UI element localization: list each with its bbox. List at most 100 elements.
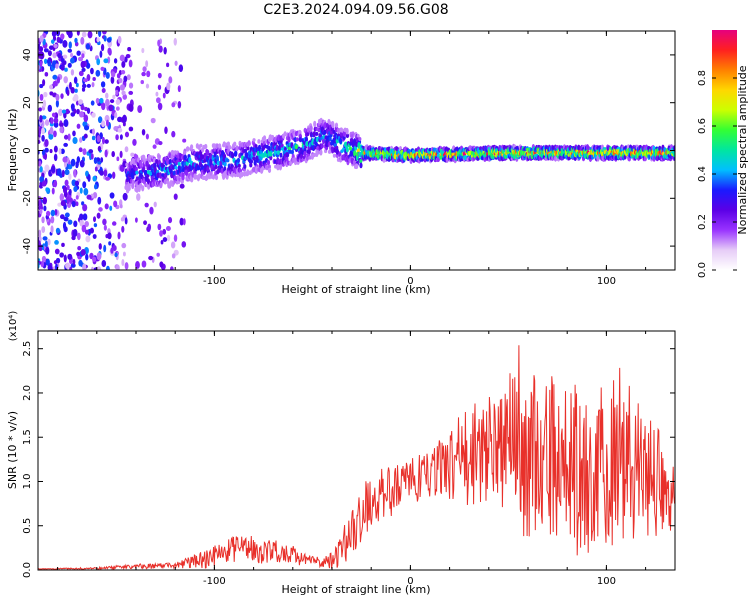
spectrogram-cell [82,181,87,189]
spectrogram-cell [93,223,98,228]
spectrogram-cell [144,175,148,181]
spectrogram-cell [39,60,43,67]
spectrogram-cell [59,214,65,220]
spectrogram-cell [80,104,85,111]
spectrogram-cell [41,255,47,263]
snr-x-tick-label: -100 [203,576,226,587]
spectrogram-cell [73,169,77,178]
spectrogram-cell [112,171,116,179]
spectrogram-cell [124,146,129,153]
spectrogram-cell [53,121,59,128]
spectrogram-cell [328,136,332,142]
spectrogram-cell [215,155,219,162]
spectrogram-cell [334,122,339,128]
spectrogram-cell [55,93,60,101]
spectrogram-cell [112,94,116,100]
spectrogram-cell [90,67,94,75]
spectrogram-cell [148,255,154,261]
spectrogram-cell [64,179,69,187]
spectrogram-cell [44,153,47,160]
spectrogram-cell [168,217,173,224]
spectrogram-cell [107,232,112,240]
spectrogram-cell [358,136,362,142]
spectrogram-cell [119,54,125,62]
spectrogram-cell [159,182,163,189]
spectrogram-cell [103,244,107,253]
spectrogram-cell [52,80,58,87]
spectrogram-cell [226,158,230,163]
spectrogram-cell [75,82,79,88]
colorbar-tick-label: 0.6 [697,118,708,134]
spectrogram-cell [157,72,162,79]
spectrogram-cell [318,133,322,138]
spectrogram-cell [81,224,87,233]
spectrogram-cell [108,241,112,246]
spectrogram-cell [93,183,98,190]
spectrogram-cell [218,143,222,149]
spectrogram-cell [95,69,101,77]
spectrogram-cell [119,150,123,159]
spectrogram-cell [168,76,173,84]
spectrogram-cell [66,31,71,36]
spectrogram-cell [290,149,295,155]
spectrogram-cell [166,62,170,68]
spectrogram-cell [113,58,118,64]
spectrogram-cell [102,218,107,226]
spectrogram-cell [74,88,78,93]
spectrogram-cell [157,223,162,231]
spectrogram-cell [349,150,353,157]
spectrogram-cell [162,228,167,235]
spectrogram-cell [53,153,58,162]
spectrogram-cell [93,216,97,223]
spectrogram-cell [60,148,65,155]
spectrogram-cell [121,259,125,266]
spectrogram-cell [41,115,47,120]
snr-y-tick-label: 0.5 [22,518,33,534]
spectrogram-cell [121,61,126,68]
spectrogram-cell [85,43,91,50]
spectrogram-cell [178,64,184,72]
spectrogram-cell [116,156,120,162]
spectrogram-x-tick-label: 100 [597,276,616,287]
spectrogram-cell [162,92,166,99]
spectrogram-cell [52,52,57,59]
spectrogram-cell [283,131,287,137]
spectrogram-cell [47,104,53,113]
spectrogram-cell [101,136,105,145]
spectrogram-cell [70,112,76,117]
spectrogram-y-tick-label: -20 [22,190,33,206]
snr-y-multiplier: (x10⁴) [8,311,19,342]
spectrogram-cell [332,153,337,158]
spectrogram-cell [124,56,128,63]
spectrogram-cell [51,187,55,195]
spectrogram-cell [88,149,94,154]
spectrogram-cell [303,150,307,157]
spectrogram-cell [42,99,47,108]
spectrogram-cell [201,154,205,160]
figure-title: C2E3.2024.094.09.56.G08 [263,2,449,18]
spectrogram-cell [78,259,83,267]
spectrogram-x-tick-label: -100 [203,276,226,287]
spectrogram-cell [270,135,274,140]
spectrogram-cell [177,161,181,166]
spectrogram-cell [149,206,154,215]
spectrogram-cell [331,120,335,128]
spectrogram-cell [214,164,218,170]
spectrogram-cell [96,252,102,261]
spectrogram-cell [92,234,97,239]
spectrogram-cell [182,150,187,156]
spectrogram-cell [119,204,123,209]
spectrogram-cell [234,150,238,157]
spectrogram-cell [58,147,62,155]
spectrogram-cell [66,89,70,96]
spectrogram-x-ticks: -100 0 100 [57,31,647,287]
spectrogram-cell [331,146,335,154]
spectrogram-cell [117,116,123,123]
spectrogram-cell [213,143,217,149]
spectrogram-cell [153,201,157,208]
spectrogram-cell [42,79,46,87]
spectrogram-cell [50,39,55,44]
spectrogram-cell [63,254,67,263]
spectrogram-cell [97,116,103,124]
spectrogram-cell [41,180,47,187]
